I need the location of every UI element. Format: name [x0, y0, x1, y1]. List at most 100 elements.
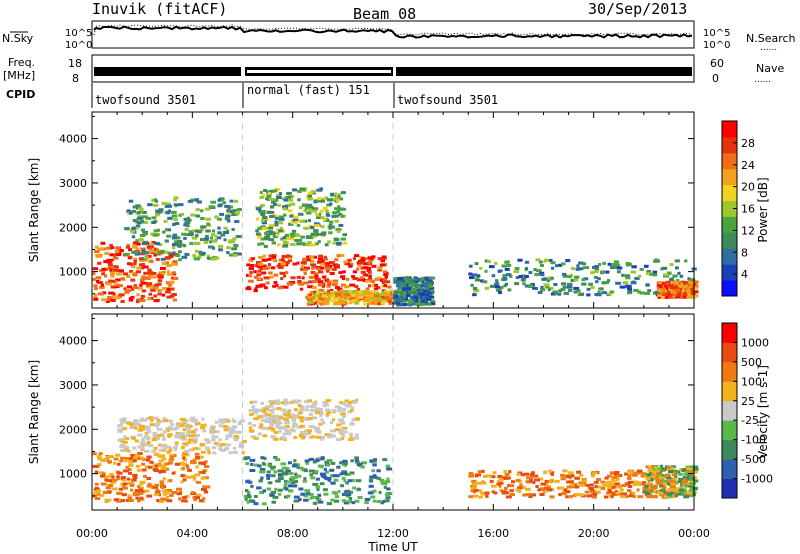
power-cell: [289, 214, 294, 218]
power-cell: [324, 266, 330, 270]
power-cell: [260, 219, 265, 222]
power-cell: [273, 203, 277, 206]
power-cell: [165, 228, 169, 232]
power-cell: [415, 279, 419, 283]
velocity-cell: [340, 484, 344, 488]
power-cell: [297, 212, 304, 216]
power-cell: [687, 292, 693, 296]
velocity-cell: [271, 420, 276, 424]
power-cell: [550, 276, 554, 280]
power-cell: [214, 215, 219, 219]
velocity-cell: [470, 486, 476, 490]
velocity-cell: [346, 404, 352, 408]
velocity-cell: [652, 489, 657, 493]
velocity-cell: [265, 474, 271, 478]
power-cell: [151, 272, 157, 275]
power-cell: [607, 262, 612, 266]
power-cell: [106, 246, 113, 250]
velocity-cell: [176, 492, 182, 496]
velocity-cell: [144, 489, 150, 493]
power-cell: [678, 280, 684, 284]
power-cell: [515, 276, 520, 279]
power-cell: [194, 198, 198, 202]
power-cell: [364, 273, 369, 277]
power-cell: [301, 276, 305, 280]
power-cell: [148, 254, 152, 258]
power-cell: [598, 287, 602, 291]
power-cell: [405, 287, 411, 290]
velocity-cell: [353, 436, 359, 440]
velocity-cell: [185, 453, 190, 457]
power-cell: [328, 264, 333, 268]
velocity-cell: [670, 466, 674, 470]
velocity-cell: [272, 407, 276, 411]
power-cell: [166, 270, 170, 273]
power-cell: [272, 258, 277, 262]
velocity-cell: [656, 481, 663, 485]
power-cell: [129, 255, 133, 259]
velocity-cell: [479, 491, 485, 495]
power-cell: [268, 226, 274, 230]
velocity-cell: [139, 480, 146, 484]
power-cell: [151, 221, 156, 224]
velocity-cell: [549, 495, 555, 499]
power-cell: [285, 271, 289, 275]
power-cell: [317, 289, 322, 293]
velocity-cell: [280, 408, 286, 412]
power-cell: [108, 291, 115, 295]
nsky-tick-top: 10^5: [65, 28, 92, 39]
velocity-cell: [687, 474, 692, 478]
velocity-cell: [162, 419, 169, 423]
velocity-cell: [610, 478, 616, 482]
power-cell: [231, 213, 237, 216]
velocity-cell: [195, 493, 202, 497]
power-cell: [130, 295, 135, 299]
velocity-cell: [124, 448, 129, 452]
velocity-cell: [386, 477, 390, 481]
velocity-cell: [546, 488, 553, 492]
power-cell: [281, 229, 286, 233]
cpid-label: CPID: [6, 88, 35, 101]
velocity-cell: [176, 487, 182, 491]
velocity-cell: [143, 449, 150, 453]
power-cell: [131, 287, 135, 291]
power-cell: [269, 210, 275, 214]
power-cell: [261, 221, 267, 225]
velocity-cell: [683, 495, 690, 499]
power-cell: [223, 238, 227, 242]
power-cell: [366, 269, 371, 273]
power-cell: [543, 259, 547, 263]
velocity-cell: [380, 501, 384, 505]
velocity-cell: [284, 472, 289, 476]
power-cell: [170, 287, 175, 291]
power-cell: [686, 291, 690, 294]
velocity-cell: [190, 461, 196, 465]
power-cell: [328, 226, 332, 230]
power-cell: [256, 261, 262, 265]
velocity-cell: [180, 474, 185, 478]
power-cell: [334, 290, 341, 294]
power-cell: [377, 266, 383, 270]
power-cell: [581, 278, 586, 282]
power-cell: [94, 287, 98, 291]
power-cell: [567, 288, 573, 292]
power-cell: [224, 217, 230, 221]
power-cell: [135, 224, 141, 228]
velocity-cell: [319, 414, 323, 418]
velocity-cell: [324, 433, 330, 437]
velocity-cell: [297, 416, 304, 420]
power-cell: [675, 295, 681, 299]
velocity-cell: [630, 470, 634, 474]
velocity-cell: [263, 411, 268, 415]
power-cell: [394, 297, 400, 301]
power-cell: [278, 217, 285, 221]
colorbar-swatch: [722, 381, 737, 402]
velocity-cell: [674, 494, 678, 498]
velocity-cell: [618, 492, 624, 496]
power-cell: [331, 198, 337, 202]
velocity-cell: [655, 469, 660, 473]
power-cell: [318, 254, 323, 258]
velocity-cell: [275, 400, 280, 403]
velocity-cell: [157, 434, 162, 438]
power-cell: [667, 284, 673, 288]
